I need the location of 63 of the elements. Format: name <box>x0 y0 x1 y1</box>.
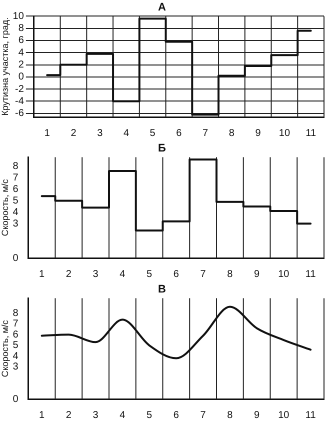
chart-title: Б <box>158 142 166 155</box>
x-tick-label: 8 <box>227 268 234 280</box>
x-tick-label: 1 <box>44 128 50 139</box>
x-tick-label: 9 <box>254 268 260 280</box>
x-tick-label: 11 <box>306 128 316 139</box>
x-tick-label: 5 <box>146 268 153 280</box>
y-tick-label: 5 <box>12 195 19 206</box>
x-tick-label: 8 <box>227 410 234 421</box>
x-tick-label: 9 <box>255 128 262 139</box>
y-tick-label: 3 <box>12 362 19 373</box>
x-tick-label: 4 <box>123 128 130 139</box>
x-tick-label: 7 <box>200 268 206 280</box>
y-tick-label: 4 <box>18 47 24 58</box>
y-tick-label: -4 <box>15 96 24 107</box>
x-tick-label: 7 <box>200 410 206 421</box>
x-tick-label: 10 <box>278 410 290 421</box>
y-tick-label: 4 <box>12 206 19 218</box>
y-axis-title: Крутизна участка, град. <box>0 17 10 116</box>
y-tick-label: 6 <box>12 184 19 196</box>
chart-title: А <box>158 2 166 14</box>
x-tick-label: 6 <box>176 128 182 139</box>
x-tick-label: 8 <box>228 128 235 139</box>
x-tick-label: 1 <box>39 268 46 280</box>
x-tick-label: 2 <box>70 128 77 139</box>
x-tick-label: 11 <box>305 268 316 280</box>
x-tick-label: 2 <box>66 268 72 280</box>
y-tick-label: 0 <box>12 394 19 405</box>
x-tick-label: 5 <box>146 410 153 421</box>
line-series <box>40 306 312 360</box>
x-tick-label: 7 <box>202 128 209 139</box>
y-tick-label: -6 <box>15 108 24 120</box>
y-tick-label: 3 <box>12 218 19 230</box>
y-tick-label: 8 <box>18 23 24 34</box>
x-tick-label: 3 <box>92 410 99 421</box>
x-tick-label: 6 <box>173 410 180 421</box>
x-tick-label: 6 <box>173 268 180 280</box>
y-tick-label: 4 <box>12 350 19 362</box>
x-tick-label: 10 <box>278 268 290 280</box>
y-tick-label: 0 <box>18 72 24 83</box>
y-tick-label: 7 <box>12 318 19 330</box>
y-tick-label: 8 <box>12 308 19 319</box>
chart-title: В <box>158 284 166 296</box>
y-tick-label: 6 <box>12 329 19 340</box>
x-tick-label: 4 <box>120 410 126 421</box>
y-tick-label: 6 <box>18 35 24 46</box>
x-tick-label: 10 <box>278 128 290 139</box>
y-tick-label: 5 <box>12 340 19 352</box>
x-tick-label: 3 <box>97 128 104 139</box>
x-tick-label: 5 <box>150 128 156 139</box>
y-tick-label: 0 <box>12 252 19 264</box>
y-tick-label: 2 <box>18 60 24 71</box>
y-tick-label: -2 <box>15 84 24 95</box>
x-tick-label: 2 <box>66 410 72 421</box>
x-tick-label: 9 <box>254 410 260 421</box>
y-tick-label: 8 <box>12 161 19 172</box>
x-tick-label: 11 <box>305 410 316 421</box>
x-tick-label: 1 <box>39 410 46 421</box>
y-axis-title: Скорость, м/с <box>0 178 10 236</box>
y-tick-label: 7 <box>12 172 19 184</box>
x-tick-label: 3 <box>92 268 99 280</box>
y-tick-label: 10 <box>12 10 24 22</box>
y-axis-title: Скорость, м/с <box>0 320 10 378</box>
x-tick-label: 4 <box>120 268 126 280</box>
